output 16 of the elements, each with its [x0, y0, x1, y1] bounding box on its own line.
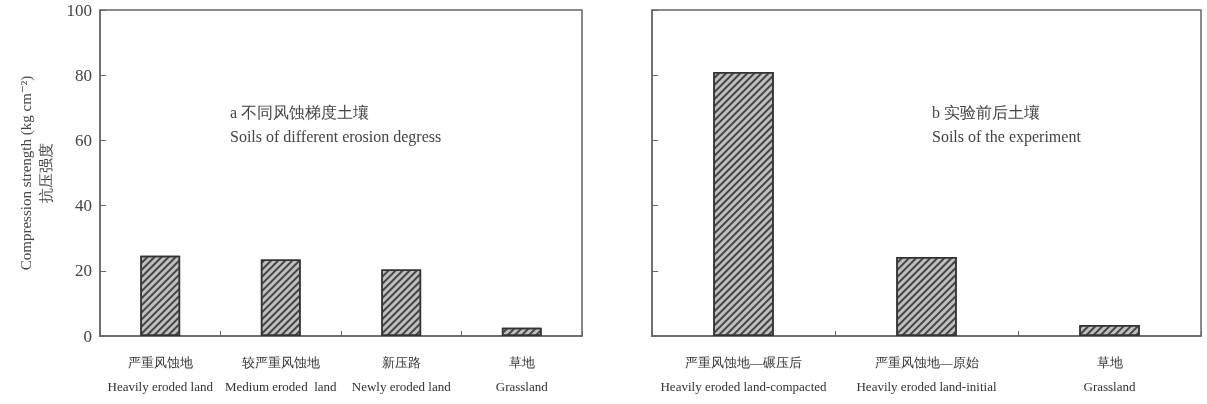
- x-tick-label: 新压路 Newly eroded land: [351, 354, 452, 394]
- y-tick-label: 60: [75, 130, 92, 150]
- x-tick-label: 草地 Grassland: [495, 354, 549, 394]
- y-tick-label: 0: [83, 326, 92, 346]
- annotation: a 不同风蚀梯度土壤 Soils of different erosion degress: [230, 103, 442, 146]
- x-tick-label: 较严重风蚀地 Medium eroded land: [224, 354, 338, 394]
- x-tick-label: 严重风蚀地 Heavily eroded land: [107, 354, 214, 394]
- x-tick-label: 严重风蚀地—原始 Heavily eroded land-initial: [856, 354, 997, 394]
- y-tick-label: 40: [75, 196, 92, 216]
- y-tick-label: 20: [75, 261, 92, 281]
- y-tick-label: 80: [75, 65, 92, 85]
- x-tick-label: 草地 Grassland: [1083, 354, 1136, 394]
- y-tick-label: 100: [66, 0, 92, 20]
- y-axis-title: Compression strength (kg cm⁻²) 抗压强度: [17, 75, 54, 271]
- annotation: b 实验前后土壤 Soils of the experiment: [932, 103, 1082, 146]
- x-tick-label: 严重风蚀地—碾压后 Heavily eroded land-compacted: [660, 354, 828, 394]
